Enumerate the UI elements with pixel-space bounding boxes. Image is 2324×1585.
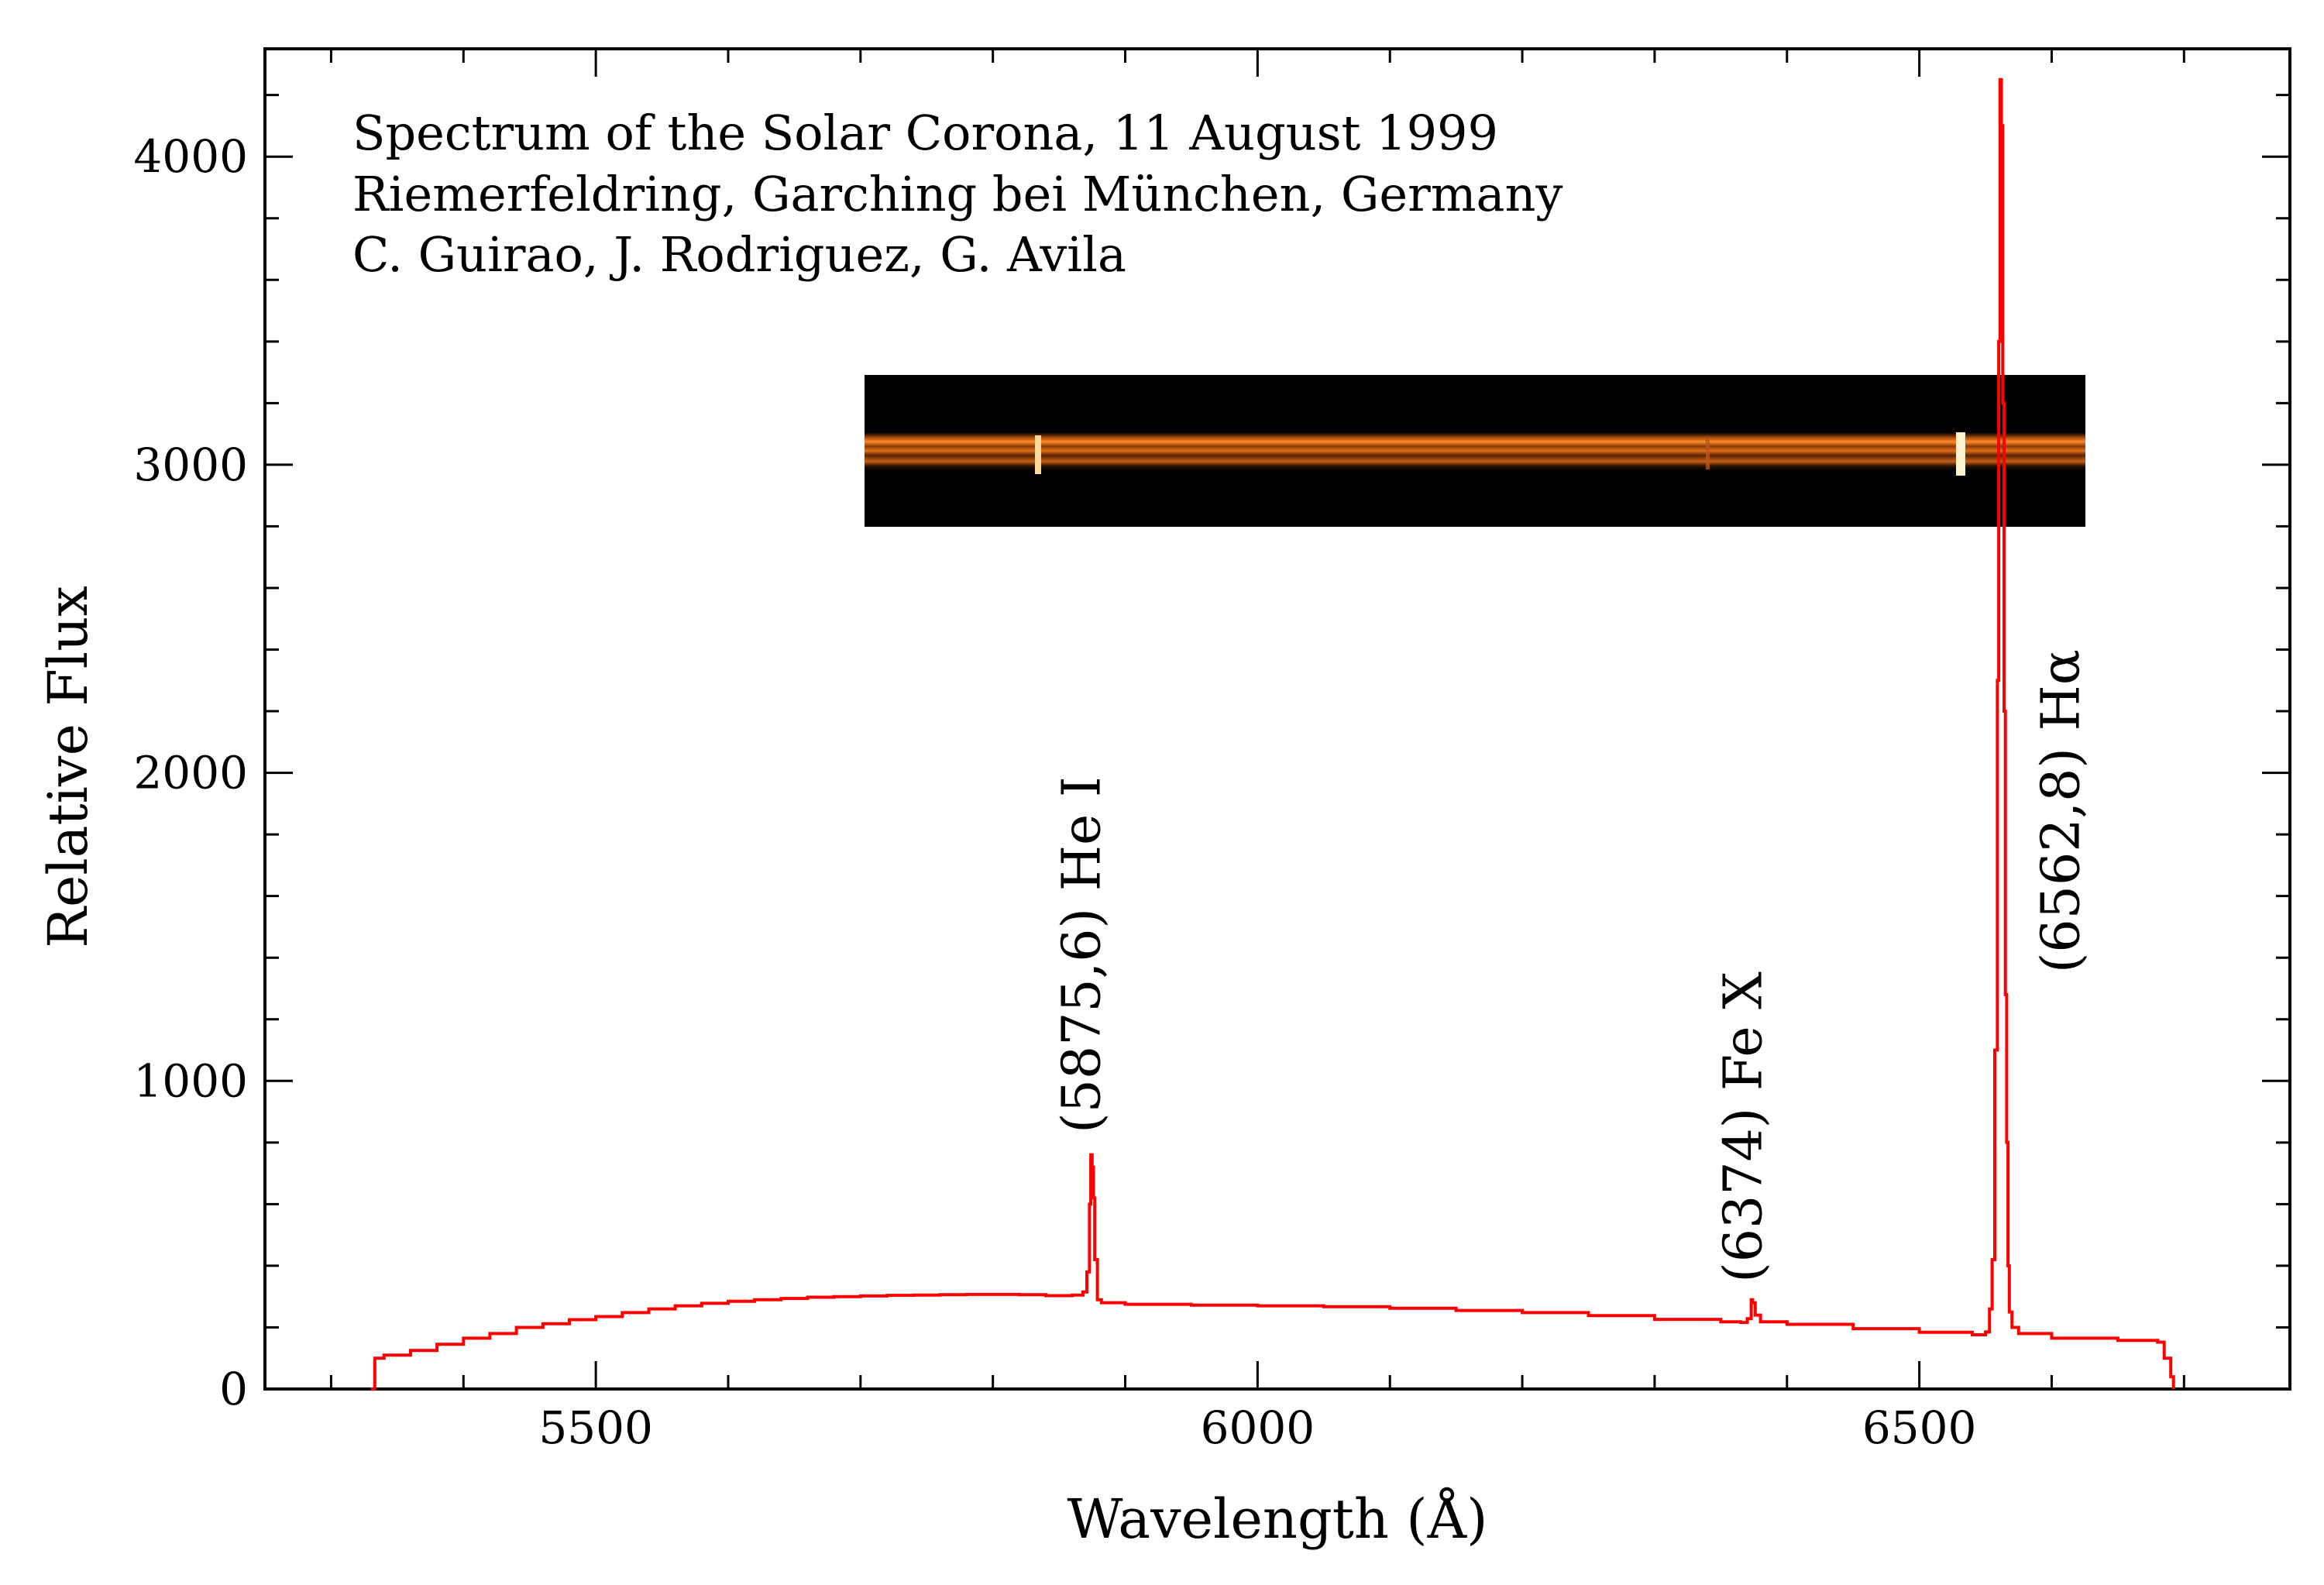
chart-title-line-1: Spectrum of the Solar Corona, 11 August … (352, 105, 1498, 161)
y-tick-label: 1000 (133, 1054, 248, 1107)
plot-frame (263, 47, 2291, 1391)
y-tick-label: 4000 (133, 130, 248, 183)
x-tick-label: 6500 (1862, 1401, 1977, 1454)
line-annotation: (5875,6) He I (1051, 776, 1112, 1133)
line-annotation: (6374) Fe X (1714, 971, 1775, 1283)
line-annotation: (6562,8) Hα (2031, 649, 2092, 973)
fe-line-glow (1706, 438, 1710, 469)
he-line-glow (1035, 435, 1041, 474)
axis-ticks (265, 49, 2290, 1391)
chart-title-line-2: Riemerfeldring, Garching bei München, Ge… (352, 166, 1563, 222)
y-tick-label: 2000 (133, 747, 248, 799)
y-axis-label: Relative Flux (36, 586, 100, 948)
halpha-line-glow (1956, 432, 1965, 476)
x-axis-label: Wavelength (Å) (1067, 1487, 1488, 1551)
x-tick-label: 5500 (538, 1401, 653, 1454)
tick-labels: 5500 6000 6500 0 1000 2000 3000 4000 (133, 130, 1976, 1454)
x-tick-label: 6000 (1201, 1401, 1315, 1454)
spectrum-series (370, 77, 2175, 1391)
spectrum-line (370, 77, 2175, 1391)
y-tick-label: 3000 (133, 438, 248, 491)
spectrum-image-inset (865, 375, 2085, 527)
y-tick-label: 0 (219, 1363, 248, 1415)
chart-title-line-3: C. Guirao, J. Rodriguez, G. Avila (352, 226, 1126, 283)
line-annotations: (5875,6) He I (6374) Fe X (6562,8) Hα (1051, 649, 2092, 1283)
